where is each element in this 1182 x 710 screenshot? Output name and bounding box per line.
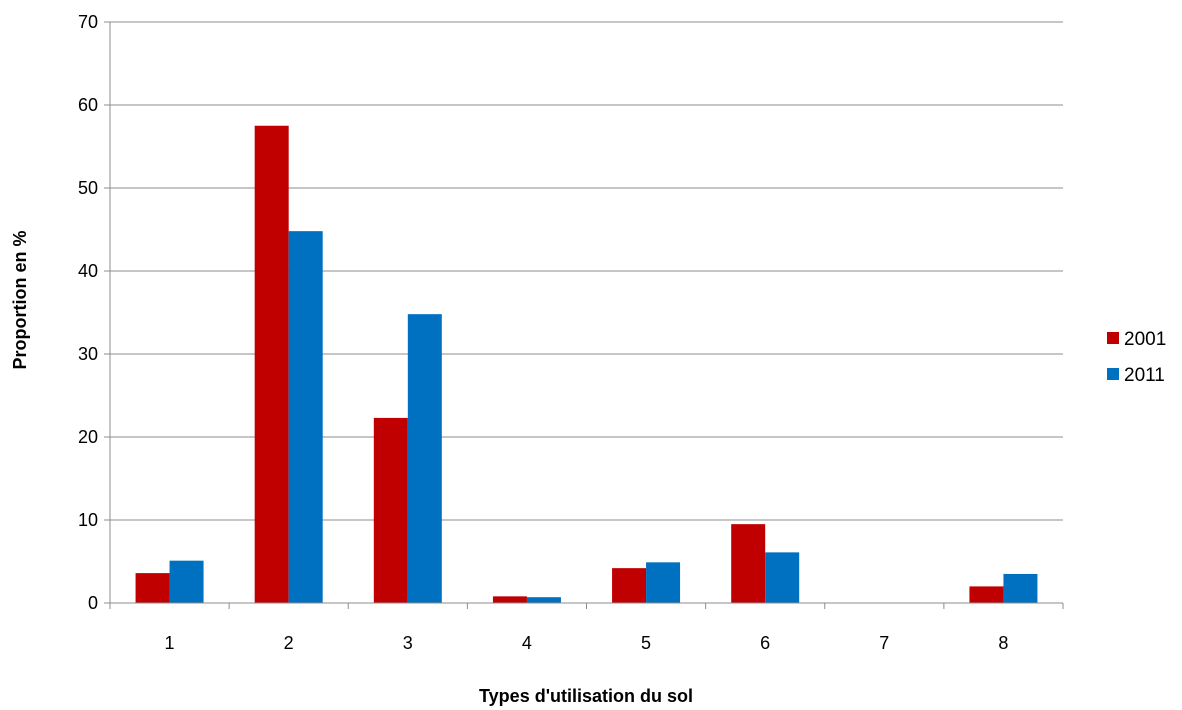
x-tick-label: 5 [641,633,651,653]
bar-2001-cat-4 [492,596,527,603]
bar-2001-cat-2 [254,125,289,603]
bar-2011-cat-4 [526,597,561,603]
legend: 2001 2011 [1107,329,1166,386]
x-tick-label: 4 [522,633,532,653]
axes [109,22,1064,609]
y-tick-label: 30 [78,344,98,364]
legend-label-2001: 2001 [1124,329,1166,350]
y-tick-labels: 0 10 20 30 40 50 60 70 [78,12,98,613]
legend-swatch-2011 [1107,368,1119,380]
y-tick-label: 60 [78,95,98,115]
legend-label-2011: 2011 [1124,365,1165,386]
x-tick-label: 3 [403,633,413,653]
bars [135,125,1038,603]
y-tick-label: 70 [78,12,98,32]
gridlines [104,21,1063,604]
x-tick-label: 6 [760,633,770,653]
x-tick-label: 8 [998,633,1008,653]
y-tick-label: 20 [78,427,98,447]
bar-2001-cat-6 [731,524,766,603]
x-tick-label: 7 [879,633,889,653]
bar-2011-cat-1 [169,560,204,603]
y-tick-label: 40 [78,261,98,281]
bar-2011-cat-8 [1003,573,1038,603]
y-tick-label: 50 [78,178,98,198]
bar-2001-cat-1 [135,573,170,603]
legend-swatch-2001 [1107,332,1119,344]
x-axis-title: Types d'utilisation du sol [479,686,693,706]
bar-2011-cat-2 [288,231,323,603]
bar-2011-cat-6 [765,552,800,603]
y-axis-title: Proportion en % [10,231,30,370]
bar-2011-cat-5 [646,562,681,603]
bar-2001-cat-5 [612,568,647,603]
y-tick-label: 0 [88,593,98,613]
x-tick-label: 2 [284,633,294,653]
bar-2001-cat-3 [373,417,408,603]
bar-2001-cat-8 [969,586,1004,603]
x-tick-labels: 1 2 3 4 5 6 7 8 [165,633,1009,653]
y-tick-label: 10 [78,510,98,530]
bar-2011-cat-3 [407,314,442,603]
x-tick-label: 1 [165,633,175,653]
